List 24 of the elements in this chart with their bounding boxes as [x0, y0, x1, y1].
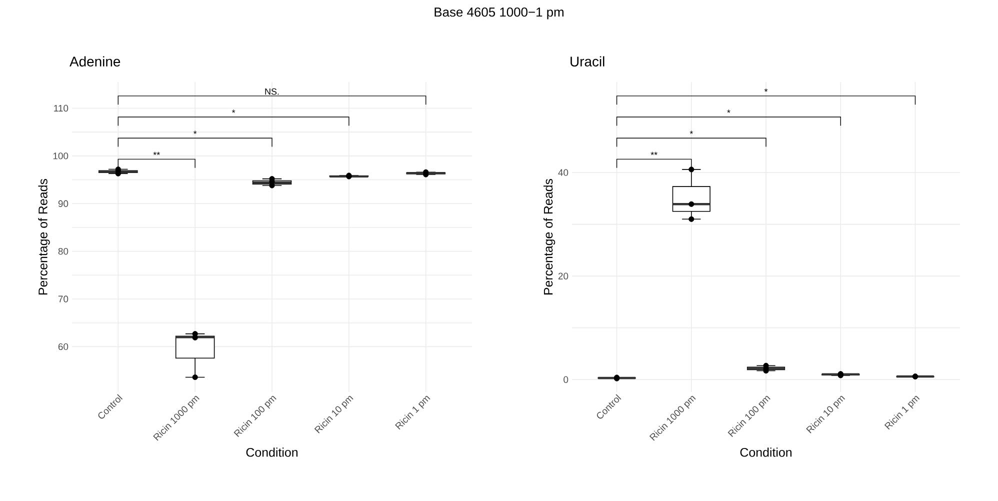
y-tick-label: 0 [564, 376, 568, 383]
x-axis-title: Condition [740, 448, 792, 457]
annotation: NS. [265, 88, 279, 95]
x-axis-title: Condition [246, 448, 298, 457]
y-axis-title: Percentage of Reads [544, 178, 556, 294]
annotation: ** [153, 152, 160, 155]
annotation: * [193, 130, 197, 134]
y-axis-title: Percentage of Reads [38, 178, 50, 294]
y-tick-label: 60 [58, 343, 68, 350]
annotation: * [690, 130, 693, 134]
y-tick-label: 70 [58, 296, 68, 302]
chart-subtitle: Adenine [70, 56, 120, 67]
annotation: * [764, 88, 768, 92]
annotation: ** [650, 152, 658, 155]
y-tick-label: 90 [58, 200, 68, 207]
text: Base 4605 1000−1 pm [434, 8, 564, 20]
y-tick-label: 110 [54, 104, 68, 112]
y-tick-label: 20 [558, 272, 568, 280]
y-tick-label: 40 [558, 169, 568, 176]
y-tick-label: 100 [53, 152, 68, 160]
annotation: * [727, 110, 730, 113]
annotation: * [232, 110, 236, 113]
y-tick-label: 80 [58, 248, 68, 255]
chart-subtitle: Uracil [570, 56, 604, 67]
